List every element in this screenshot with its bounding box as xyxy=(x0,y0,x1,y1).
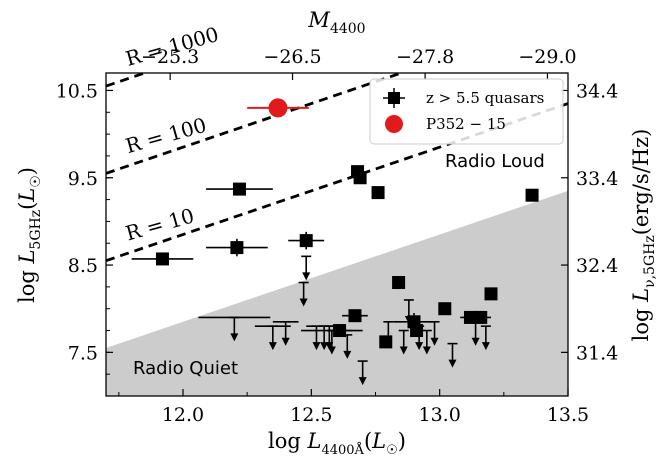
radio-quiet-label: Radio Quiet xyxy=(133,358,238,379)
plot-frame xyxy=(105,72,569,397)
quasar-point xyxy=(206,238,268,257)
upper-limit-point xyxy=(447,342,458,368)
ratio-line-1 xyxy=(106,73,406,175)
quasar-point xyxy=(131,252,194,266)
top-tick-label: −26.5 xyxy=(263,46,321,68)
quasar-point xyxy=(525,188,539,202)
upper-limit-point xyxy=(357,360,368,386)
quasar-point xyxy=(379,335,393,349)
x-axis-title: log L4400Å(L☉) xyxy=(268,429,406,458)
quasar-point xyxy=(438,302,452,316)
ratio-label-2: R = 10 xyxy=(123,203,197,245)
upper-limit-point xyxy=(480,325,491,351)
quasar-point xyxy=(371,186,385,200)
upper-limit-point xyxy=(398,329,409,355)
top-tick-label: −27.8 xyxy=(396,46,454,68)
p352-point xyxy=(247,98,309,118)
top-tick-label: −29.0 xyxy=(518,46,576,68)
upper-limit-point xyxy=(254,325,291,351)
legend: z > 5.5 quasars P352 − 15 xyxy=(369,78,564,145)
upper-limit-point xyxy=(301,255,312,281)
quasar-point xyxy=(206,182,273,196)
upper-limit-point xyxy=(298,281,309,307)
legend-label-p352: P352 − 15 xyxy=(426,115,506,133)
quasar-point xyxy=(353,171,367,185)
right-tick-label: 31.4 xyxy=(576,342,618,364)
x-tick-label: 12.5 xyxy=(290,404,332,426)
quasar-point xyxy=(392,276,406,290)
upper-limit-point xyxy=(272,320,299,346)
x-tick-label: 13.5 xyxy=(547,404,589,426)
y-tick-label: 8.5 xyxy=(68,255,98,277)
y-axis-title: log L5GHz(L☉) xyxy=(15,167,44,303)
quasar-point xyxy=(342,309,368,323)
legend-marker-quasars xyxy=(388,92,400,104)
quasar-point xyxy=(288,231,325,250)
radio-loud-label: Radio Loud xyxy=(445,151,545,172)
quasar-point xyxy=(470,310,491,324)
ratio-label-1: R = 100 xyxy=(123,113,209,158)
top-axis-title: M4400 xyxy=(307,8,365,37)
upper-limit-point xyxy=(421,329,432,355)
legend-label-quasars: z > 5.5 quasars xyxy=(426,89,544,107)
quasar-point xyxy=(326,324,353,338)
y-tick-label: 7.5 xyxy=(68,342,98,364)
legend-marker-p352 xyxy=(385,115,403,133)
right-tick-label: 34.4 xyxy=(576,80,618,102)
y-tick-label: 10.5 xyxy=(56,80,98,102)
quasar-point xyxy=(410,324,424,338)
right-tick-label: 32.4 xyxy=(576,255,618,277)
top-tick-label: −25.3 xyxy=(141,46,199,68)
x-tick-label: 12.0 xyxy=(162,404,204,426)
right-axis-title: log Lν,5GHz(erg/s/Hz) xyxy=(629,129,658,342)
y-tick-label: 9.5 xyxy=(68,168,98,190)
right-tick-label: 33.4 xyxy=(576,168,618,190)
upper-limit-point xyxy=(198,316,271,342)
x-tick-label: 13.0 xyxy=(419,404,461,426)
quasar-point xyxy=(484,287,498,301)
